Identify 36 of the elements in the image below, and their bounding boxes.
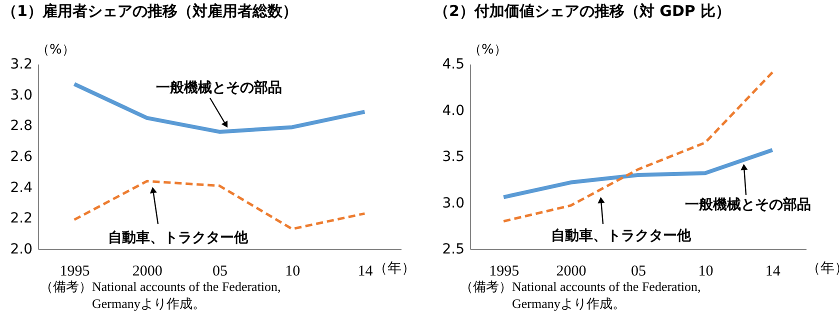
text: Germanyより作成。 (511, 295, 626, 312)
text: Germanyより作成。 (91, 295, 206, 312)
series-label: 一般機械とその部品 (156, 79, 282, 96)
text: （備考）National accounts of the Federation, (460, 278, 701, 295)
x-tick-label: 14 (358, 264, 374, 280)
y-tick-label: 2.5 (442, 242, 464, 258)
text: （備考）National accounts of the Federation, (40, 278, 281, 295)
series-label: 自動車、トラクター他 (108, 230, 249, 246)
series-label: 一般機械とその部品 (685, 196, 811, 213)
x-tick-label: 2000 (132, 264, 162, 280)
y-axis-title: （%） (36, 42, 75, 58)
y-tick-label: 3.2 (10, 56, 32, 72)
y-axis-title: （%） (468, 42, 507, 58)
x-tick-label: 1995 (60, 264, 90, 280)
x-tick-label: 05 (212, 264, 228, 280)
x-tick-label: 05 (631, 264, 646, 280)
y-tick-label: 2.0 (10, 242, 32, 258)
x-tick-label: 14 (765, 264, 781, 280)
chart-title: （1）雇用者シェアの推移（対雇用者総数） (2, 2, 298, 20)
y-tick-label: 3.0 (10, 87, 32, 104)
x-axis-title: （年） (374, 260, 416, 276)
y-tick-label: 4.5 (442, 56, 464, 72)
y-tick-label: 3.0 (442, 195, 464, 212)
y-tick-label: 3.5 (442, 149, 464, 165)
y-tick-label: 2.4 (10, 180, 33, 196)
x-tick-label: 10 (698, 264, 714, 280)
line-series (73, 180, 366, 230)
chart-title: （2）付加価値シェアの推移（対 GDP 比） (434, 2, 731, 20)
x-tick-label: 2000 (556, 264, 586, 280)
x-tick-label: 10 (285, 264, 300, 280)
y-tick-label: 2.8 (10, 118, 32, 134)
y-tick-label: 2.2 (10, 210, 32, 227)
y-tick-label: 4.0 (442, 102, 464, 119)
y-tick-label: 2.6 (10, 149, 33, 165)
x-tick-label: 1995 (489, 264, 520, 280)
series-label: 自動車、トラクター他 (551, 228, 692, 244)
